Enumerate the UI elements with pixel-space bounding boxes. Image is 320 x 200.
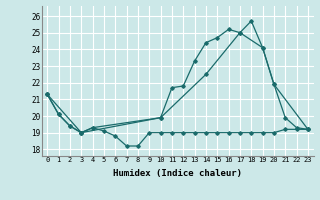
X-axis label: Humidex (Indice chaleur): Humidex (Indice chaleur) bbox=[113, 169, 242, 178]
